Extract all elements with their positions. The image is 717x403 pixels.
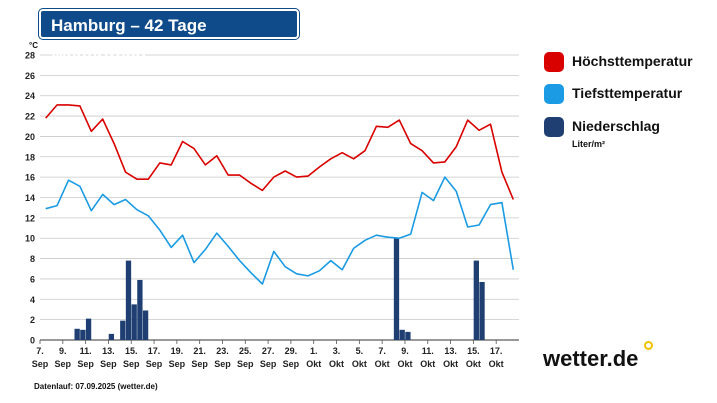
x-tick-month: Okt bbox=[489, 359, 504, 369]
legend-item-hoechsttemperatur: Höchsttemperatur bbox=[544, 52, 717, 78]
x-tick-month: Sep bbox=[237, 359, 254, 369]
x-tick-day: 13. bbox=[102, 346, 115, 356]
legend-swatch-navy bbox=[544, 117, 564, 137]
x-tick-day: 9. bbox=[401, 346, 409, 356]
x-tick-month: Okt bbox=[420, 359, 435, 369]
y-tick-label: 16 bbox=[25, 173, 35, 183]
y-tick-label: 2 bbox=[30, 315, 35, 325]
x-tick-day: 29. bbox=[285, 346, 298, 356]
x-tick-day: 15. bbox=[467, 346, 480, 356]
y-tick-label: 0 bbox=[30, 336, 35, 346]
x-tick-month: Sep bbox=[260, 359, 277, 369]
x-tick-month: Okt bbox=[375, 359, 390, 369]
x-tick-month: Okt bbox=[466, 359, 481, 369]
x-tick-month: Sep bbox=[100, 359, 117, 369]
precip-bar bbox=[131, 304, 137, 340]
y-tick-label: 20 bbox=[25, 132, 35, 142]
legend-swatch-blue bbox=[544, 84, 564, 104]
precip-bar bbox=[142, 310, 149, 340]
x-tick-month: Okt bbox=[352, 359, 367, 369]
x-tick-day: 25. bbox=[239, 346, 252, 356]
min-temp-line bbox=[45, 176, 515, 285]
legend-label: Tiefsttemperatur bbox=[572, 85, 683, 101]
x-tick-day: 5. bbox=[356, 346, 364, 356]
y-axis-unit: °C bbox=[29, 41, 38, 50]
y-tick-label: 22 bbox=[25, 112, 35, 122]
precipitation-bars bbox=[74, 238, 485, 340]
x-tick-day: 9. bbox=[59, 346, 67, 356]
x-tick-day: 21. bbox=[193, 346, 206, 356]
x-tick-day: 7. bbox=[378, 346, 386, 356]
x-tick-day: 17. bbox=[148, 346, 161, 356]
y-tick-label: 12 bbox=[25, 213, 35, 223]
x-tick-day: 11. bbox=[80, 346, 92, 356]
y-tick-label: 8 bbox=[30, 254, 35, 264]
y-tick-label: 26 bbox=[25, 71, 35, 81]
chart-grid bbox=[40, 54, 519, 341]
x-tick-month: Sep bbox=[77, 359, 94, 369]
x-tick-day: 1. bbox=[310, 346, 318, 356]
x-tick-month: Okt bbox=[306, 359, 321, 369]
x-tick-day: 15. bbox=[125, 346, 138, 356]
y-tick-label: 10 bbox=[25, 234, 35, 244]
precip-bar bbox=[120, 320, 126, 340]
x-tick-month: Sep bbox=[146, 359, 163, 369]
x-tick-month: Sep bbox=[169, 359, 186, 369]
precip-bar bbox=[85, 318, 92, 340]
precip-bar bbox=[108, 333, 115, 340]
data-run-footer: Datenlauf: 07.09.2025 (wetter.de) bbox=[34, 382, 158, 391]
x-tick-month: Sep bbox=[214, 359, 231, 369]
x-tick-month: Sep bbox=[191, 359, 208, 369]
y-tick-label: 28 bbox=[25, 51, 35, 61]
x-tick-month: Sep bbox=[283, 359, 300, 369]
x-axis-ticks: 7. Sep 9. Sep 11. Sep 13. Sep 15. Sep 17. Sep 19. Sep… bbox=[32, 340, 504, 369]
legend-unit: Liter/m² bbox=[572, 139, 606, 149]
temperature-lines bbox=[45, 104, 515, 285]
x-tick-month: Okt bbox=[397, 359, 412, 369]
x-tick-day: 3. bbox=[333, 346, 341, 356]
precip-bar bbox=[405, 331, 411, 340]
precip-bar bbox=[74, 328, 80, 340]
x-tick-month: Sep bbox=[32, 359, 49, 369]
legend-label: Niederschlag bbox=[572, 118, 660, 134]
x-tick-month: Sep bbox=[123, 359, 140, 369]
max-temp-line bbox=[45, 104, 515, 200]
x-tick-month: Okt bbox=[443, 359, 458, 369]
chart-title: Hamburg – 42 Tage Wettertrend bbox=[38, 8, 300, 65]
legend-swatch-red bbox=[544, 52, 564, 72]
x-tick-day: 13. bbox=[444, 346, 457, 356]
legend-item-tiefsttemperatur: Tiefsttemperatur bbox=[544, 84, 717, 110]
y-tick-label: 14 bbox=[25, 193, 35, 203]
x-tick-month: Okt bbox=[329, 359, 344, 369]
x-tick-day: 7. bbox=[36, 346, 44, 356]
y-tick-label: 18 bbox=[25, 152, 35, 162]
x-tick-month: Sep bbox=[55, 359, 72, 369]
legend-item-niederschlag: Niederschlag Liter/m² bbox=[544, 117, 717, 157]
x-tick-day: 23. bbox=[216, 346, 229, 356]
y-tick-label: 4 bbox=[30, 295, 35, 305]
precip-bar bbox=[393, 238, 400, 340]
precip-bar bbox=[399, 329, 405, 340]
legend-label: Höchsttemperatur bbox=[572, 53, 693, 69]
precip-bar bbox=[80, 329, 86, 340]
x-tick-day: 19. bbox=[171, 346, 184, 356]
y-tick-label: 6 bbox=[30, 274, 35, 284]
precip-bar bbox=[137, 279, 143, 340]
precip-bar bbox=[125, 260, 132, 340]
x-tick-day: 17. bbox=[490, 346, 503, 356]
precip-bar bbox=[473, 260, 479, 340]
x-tick-day: 27. bbox=[262, 346, 275, 356]
wetter-de-logo[interactable]: wetter.de bbox=[543, 346, 639, 371]
x-tick-day: 11. bbox=[422, 346, 434, 356]
logo-dot-icon bbox=[644, 341, 653, 350]
precip-bar bbox=[479, 281, 485, 340]
y-tick-label: 24 bbox=[25, 91, 35, 101]
